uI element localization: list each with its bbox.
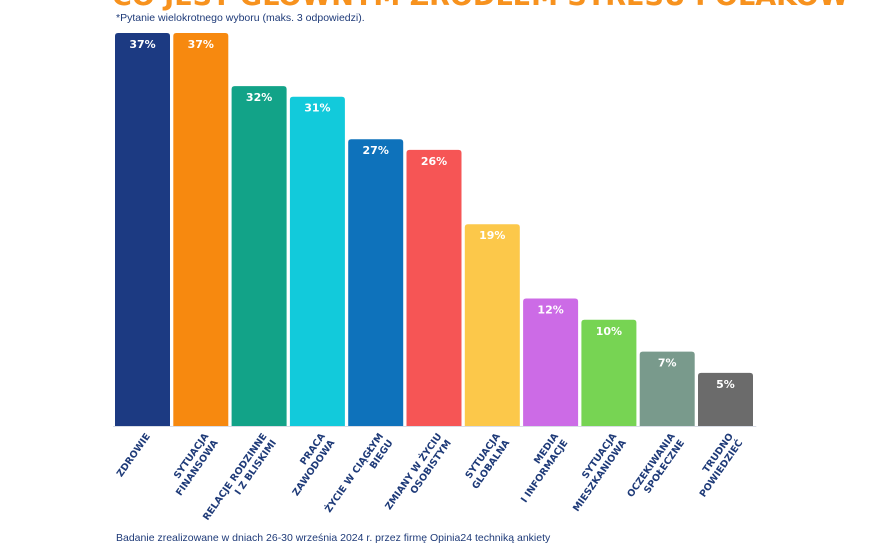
bar [289,96,345,426]
chart-footnote: Badanie zrealizowane w dniach 26-30 wrze… [116,532,551,544]
bar-value-label: 27% [363,144,389,157]
x-tick-label: SYTUACJAMIESZKANIOWA [562,431,629,514]
bar-value-label: 19% [479,229,505,242]
bar [698,372,753,426]
bar [115,33,170,426]
bar [639,351,695,426]
x-tick-label: SYTUACJAGLOBALNA [461,431,513,492]
x-tick-label-line: ZDROWIE [115,431,153,479]
x-tick-label: SYTUACJAFINANSOWA [165,431,221,498]
chart-subtitle: *Pytanie wielokrotnego wyboru (maks. 3 o… [116,12,365,24]
bar-value-label: 5% [716,378,735,391]
x-tick-label: ZDROWIE [115,431,153,479]
bar [464,224,520,426]
bar [173,33,229,426]
bar-value-label: 10% [596,325,622,338]
bar [581,319,637,426]
x-tick-label: MEDIAI INFORMACJE [510,431,571,505]
x-tick-label: TRUDNOPOWIEDZIEĆ [688,431,745,499]
bar-value-label: 37% [129,38,155,51]
bar [523,298,579,426]
chart-title: CO JEST GŁÓWNYM ŹRÓDŁEM STRESU POLAKÓW? [112,0,852,12]
bar-value-label: 12% [537,304,563,317]
bar [348,139,404,426]
bar-value-label: 31% [304,102,330,115]
bar [231,86,287,427]
bar [406,149,462,427]
bar-value-label: 26% [421,155,447,168]
bar-value-label: 37% [188,38,214,51]
bar-value-label: 32% [246,91,272,104]
bar-value-label: 7% [658,357,677,370]
x-tick-label: PRACAZAWODOWA [281,431,338,498]
x-tick-label: OCZEKIWANIASPOŁECZNE [625,431,687,506]
